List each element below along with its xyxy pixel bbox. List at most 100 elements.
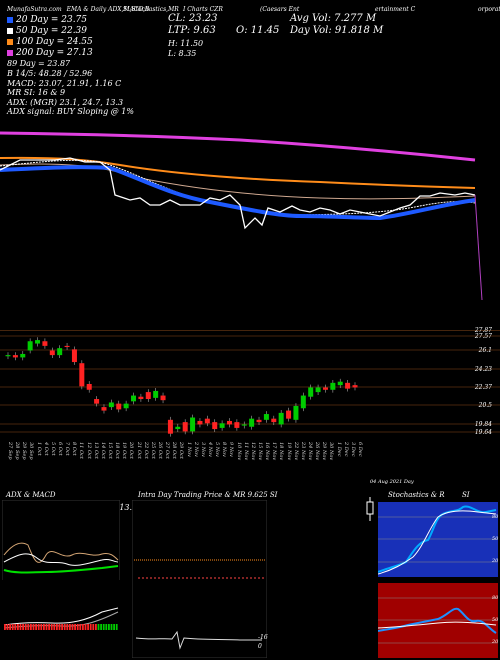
candle-body <box>79 363 85 387</box>
macd-value: MACD: 23.07, 21.91, 1.16 C <box>7 79 122 88</box>
date-label: 5 Oct <box>49 442 56 456</box>
date-label: 14 Oct <box>99 442 106 459</box>
candle-body <box>330 382 336 390</box>
macd-histogram-bar <box>71 624 74 630</box>
macd-histogram-bar <box>50 624 53 630</box>
macd-histogram-bar <box>9 624 11 630</box>
candle-body <box>204 418 210 424</box>
candle-body <box>71 349 77 363</box>
ema-chart <box>0 131 483 301</box>
open-value: O: 11.45 <box>236 25 280 36</box>
candle-body <box>145 392 151 400</box>
date-label: 29 Sep <box>21 442 28 460</box>
candle-body <box>308 387 314 397</box>
macd-histogram-bar <box>63 624 66 630</box>
ema50-line <box>0 159 476 216</box>
macd-histogram-bar <box>11 624 14 630</box>
macd-histogram-bar <box>82 624 84 630</box>
date-label: 26 Oct <box>157 442 163 459</box>
plus-dy-line <box>3 553 119 566</box>
price-label-6: 20.5 <box>478 402 492 409</box>
company-name-3: orporatio <box>478 6 500 13</box>
candle-body <box>138 396 144 400</box>
low-value: L: 8.35 <box>168 49 197 58</box>
stoch-level-20: 20 <box>492 558 499 564</box>
date-label: 19 Oct <box>121 442 128 459</box>
date-label: 25 Oct <box>149 442 156 459</box>
macd-histogram-bar <box>22 624 24 630</box>
ema200-swatch-icon <box>7 49 13 56</box>
candle-body <box>20 353 26 358</box>
intraday-zero: 0 <box>258 643 262 650</box>
price-label-1: 27.87 <box>474 327 492 334</box>
macd-histogram-bar <box>69 624 71 630</box>
date-label: 26 Nov <box>314 442 321 461</box>
date-label: 11 Nov <box>242 442 249 461</box>
candle-body <box>160 395 166 401</box>
macd-histogram-bar <box>27 624 30 630</box>
candle-body <box>345 382 351 389</box>
price-label-3: 26.1 <box>478 347 492 354</box>
rsi-signal-line <box>378 621 497 629</box>
candle-body <box>219 423 225 428</box>
date-label: 12 Oct <box>85 442 92 459</box>
macd-histogram-bar <box>105 624 108 630</box>
price-label-8: 19.64 <box>474 429 492 436</box>
candle-body <box>286 410 292 419</box>
date-label: 28 Sep <box>14 442 21 460</box>
macd-histogram-bar <box>48 624 50 630</box>
candle-body <box>42 341 48 346</box>
date-label: 29 Oct <box>178 442 185 459</box>
macd-histogram-bar <box>66 624 69 630</box>
macd-histogram-bar <box>95 624 97 630</box>
macd-histogram-bar <box>79 624 82 630</box>
date-label: 22 Oct <box>142 442 149 459</box>
candle-body <box>263 414 269 420</box>
rsi-panel <box>378 583 498 658</box>
macd-histogram-bar <box>58 624 61 630</box>
high-value: H: 11.50 <box>168 39 204 48</box>
price-label-2: 27.57 <box>474 333 492 340</box>
date-label: 7 Oct <box>64 442 71 456</box>
date-label: 1 Oct <box>35 442 42 456</box>
date-label: 12 Nov <box>249 442 256 461</box>
candle-body <box>64 345 70 348</box>
mrsi-line <box>135 630 262 650</box>
ema89-value: 89 Day = 23.87 <box>7 59 71 68</box>
candle-body <box>234 422 240 428</box>
avg-vol-value: Avg Vol: 7.277 M <box>290 13 377 24</box>
candle-body <box>249 418 255 427</box>
macd-histogram-bar <box>97 624 100 630</box>
macd-histogram-bar <box>37 624 40 630</box>
date-label: 15 Oct <box>107 442 113 459</box>
macd-histogram-bar <box>102 624 105 630</box>
ltp-value: LTP: 9.63 <box>168 25 216 36</box>
candle-body <box>241 424 247 426</box>
chart-title-mid: SI,Stochastics,MR <box>123 6 179 13</box>
date-label: 2 Dec <box>342 442 349 457</box>
minus-dy-line <box>3 565 119 574</box>
macd-histogram-bar <box>45 624 48 630</box>
date-label: 13 Oct <box>92 442 99 459</box>
ema100-swatch-icon <box>7 38 13 45</box>
ema50-legend: 50 Day = 22.39 <box>7 26 87 36</box>
candle-body <box>27 341 33 351</box>
candle-body <box>57 348 63 356</box>
date-label: 11 Oct <box>78 442 85 459</box>
mini-candle <box>366 497 374 521</box>
macd-histogram-bar <box>32 624 35 630</box>
candle-body <box>35 340 41 344</box>
candle-body <box>337 381 343 386</box>
candle-body <box>131 395 137 402</box>
candle-body <box>182 422 188 432</box>
macd-histogram-bar <box>40 624 43 630</box>
bollinger-value: B 14/5: 48.28 / 52.96 <box>7 69 93 78</box>
rsi-level-20: 20 <box>492 639 499 645</box>
ema100-legend: 100 Day = 24.55 <box>7 37 93 47</box>
stoch-panel <box>378 502 498 577</box>
macd-histogram-bar <box>30 624 32 630</box>
macd-histogram-bar <box>17 624 19 630</box>
candle-body <box>153 390 159 398</box>
candle-body <box>116 403 122 410</box>
intraday-value: -16 <box>258 634 268 641</box>
